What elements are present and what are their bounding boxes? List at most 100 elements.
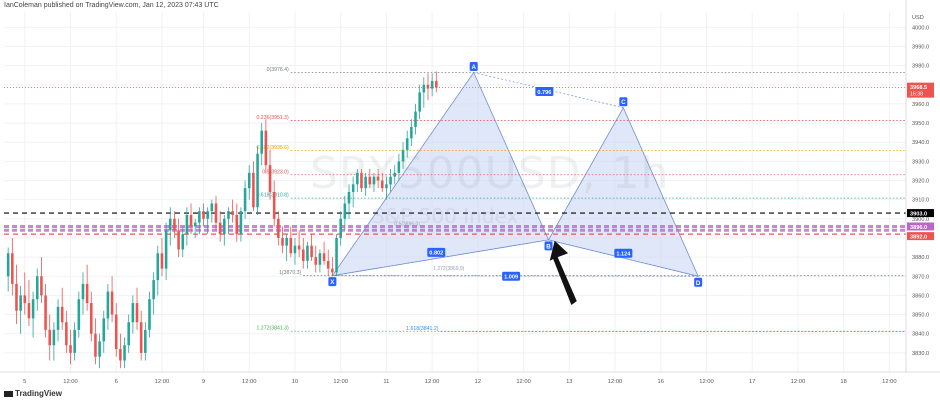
candle-body: [214, 203, 218, 223]
candle-body: [52, 329, 56, 346]
candle-body: [260, 130, 264, 154]
candle: [435, 71, 438, 93]
candle-body: [335, 237, 338, 273]
candle: [339, 211, 342, 246]
candle-body: [430, 80, 434, 89]
candle-body: [223, 218, 226, 235]
time-axis-tick: 12:00: [882, 379, 897, 385]
candle: [210, 199, 214, 223]
level-price-tag-bg: [907, 232, 934, 241]
candle-body: [331, 268, 334, 273]
candle-body: [127, 322, 130, 346]
candle-body: [185, 214, 189, 235]
candle-body: [252, 172, 255, 208]
candle: [422, 77, 426, 108]
candle-body: [177, 230, 180, 250]
tradingview-logo-text: TradingView: [15, 389, 62, 398]
candle-body: [94, 333, 97, 357]
candle: [231, 199, 234, 223]
candle-body: [277, 218, 280, 238]
harmonic-point-badge: [544, 241, 553, 251]
candle: [227, 207, 230, 235]
price-axis-tick: 3990.0: [912, 44, 929, 50]
time-axis-tick: 12:00: [425, 379, 440, 385]
price-axis-tick: 3920.0: [912, 179, 929, 185]
ratio-badge: [427, 247, 446, 257]
harmonic-connector-line: [332, 239, 549, 277]
harmonic-point-badge: [694, 277, 703, 287]
price-axis-tick: 3910.0: [912, 198, 929, 204]
candle: [193, 218, 197, 238]
candle: [272, 180, 276, 227]
candle-body: [368, 176, 372, 185]
candle: [247, 165, 251, 200]
candle: [297, 230, 301, 258]
time-axis-tick: 12:00: [791, 379, 806, 385]
publisher-attribution: IanColeman published on TradingView.com,…: [4, 2, 219, 9]
harmonic-connector-line: [548, 239, 699, 277]
candle: [185, 207, 189, 246]
harmonic-point-badge: [469, 62, 478, 72]
candle: [173, 211, 176, 238]
candle-body: [144, 329, 147, 353]
pattern-faint-label: 1.272(3869.9): [433, 266, 464, 272]
candle: [306, 241, 309, 269]
candle-body: [405, 138, 409, 150]
candle-body: [85, 283, 89, 304]
candle: [114, 303, 118, 357]
candle: [310, 234, 313, 261]
time-axis-tick: 12:00: [63, 379, 78, 385]
candle: [372, 172, 376, 192]
candle-body: [168, 218, 172, 231]
candle-body: [243, 188, 247, 212]
fib-level-label: 1(3870.3): [279, 270, 301, 276]
candle-body: [69, 345, 72, 353]
candle: [376, 169, 380, 189]
candle: [27, 280, 31, 327]
time-axis-tick: 16: [658, 379, 664, 385]
candle: [335, 234, 338, 277]
candle: [414, 103, 417, 135]
fib-level-label: 0.618(3910.8): [256, 193, 289, 199]
ratio-label: 1.009: [504, 275, 518, 281]
ratio-label: 0.796: [537, 90, 551, 96]
time-axis-tick: 17: [749, 379, 755, 385]
time-axis-tick: 12:00: [516, 379, 531, 385]
candle: [23, 272, 27, 315]
candle: [223, 214, 226, 246]
price-axis-unit: USD: [912, 15, 924, 21]
candle-body: [360, 172, 363, 189]
symbol-watermark: SPX500USD, 1h: [310, 148, 670, 199]
current-price-countdown: 16:38: [910, 92, 923, 98]
candle-body: [206, 211, 209, 219]
candle: [235, 203, 239, 242]
candle-body: [48, 329, 52, 346]
candle-body: [376, 176, 380, 181]
price-axis-tick: 3930.0: [912, 159, 929, 165]
candle: [206, 207, 209, 235]
candle-body: [65, 322, 68, 346]
candle: [152, 272, 155, 315]
harmonic-point-label: X: [330, 279, 335, 286]
candle: [256, 146, 259, 215]
candle: [322, 241, 326, 265]
candle-body: [272, 192, 276, 219]
candle-body: [256, 153, 259, 208]
time-axis-tick: 18: [840, 379, 846, 385]
candle: [160, 237, 164, 277]
ratio-badge: [502, 271, 521, 281]
candle: [31, 291, 35, 338]
candle: [131, 295, 135, 334]
candle: [389, 169, 392, 192]
candle-body: [31, 299, 35, 319]
candle: [264, 119, 268, 173]
candle-body: [339, 218, 342, 238]
candle: [6, 247, 10, 292]
candle-body: [210, 203, 214, 212]
candle-body: [356, 172, 359, 185]
harmonic-point-badge: [619, 97, 628, 107]
candle-body: [35, 276, 39, 300]
candle: [168, 207, 172, 246]
